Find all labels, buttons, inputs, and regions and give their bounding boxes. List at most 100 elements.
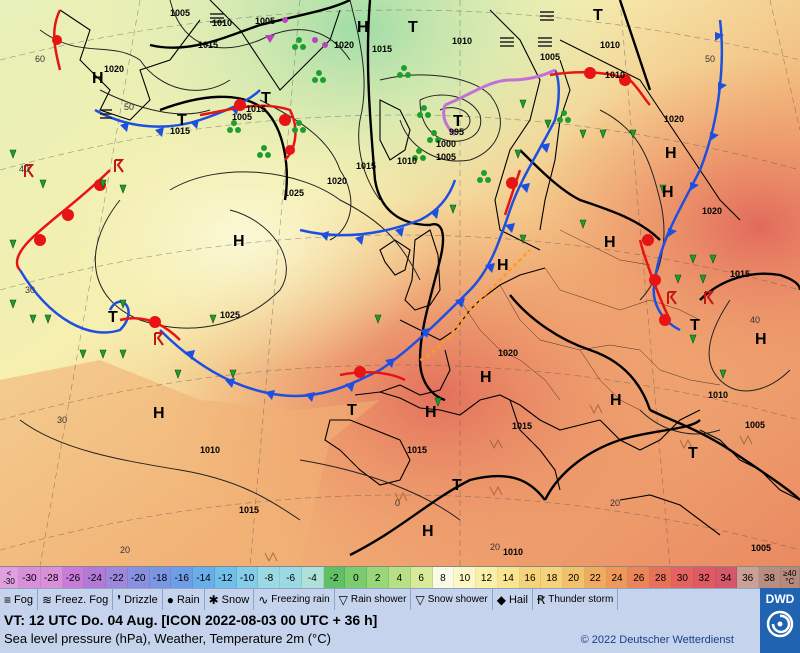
warm-fronts [15,9,672,382]
high-label: H [422,523,434,540]
scale-cell: -10 [236,567,259,589]
copyright: © 2022 Deutscher Wetterdienst [580,634,734,646]
svg-text:1025: 1025 [220,310,240,320]
scale-cell: -4 [301,567,324,589]
legend-item: ▽ Rain shower [335,589,412,611]
svg-text:1015: 1015 [356,161,376,171]
heat-thunder-symbols [264,403,753,563]
weather-legend: ≡ Fog ≋ Freez. Fog ❜ Drizzle ● Rain ✱ Snow ∿ Freezi… [0,588,760,611]
logo-text: DWD [765,592,795,606]
scale-cell: 0 [345,567,368,589]
svg-text:1010: 1010 [200,445,220,455]
svg-text:1025: 1025 [284,188,304,198]
svg-text:1005: 1005 [540,52,560,62]
hail-icon: ◆ [496,593,506,607]
svg-text:40: 40 [19,164,29,174]
scale-cell: 14 [497,567,520,589]
scale-cell: -18 [149,567,172,589]
svg-text:1000: 1000 [436,139,456,149]
svg-text:1020: 1020 [334,40,354,50]
svg-text:20: 20 [490,542,500,552]
low-label: T [408,19,418,36]
scale-cell: -2 [323,567,346,589]
legend-item: ✱ Snow [205,589,255,611]
freezing-fog-icon: ≋ [41,593,53,607]
country-borders [459,229,721,411]
legend-label: Freez. Fog [55,594,109,606]
svg-text:1015: 1015 [239,505,259,515]
high-label: H [92,70,104,87]
isobars-thin [19,0,791,521]
drizzle-icon: ❜ [117,593,122,607]
high-label: H [497,257,509,274]
low-centers: T T T T T T T T T T [108,7,700,494]
occluded-front [442,68,556,137]
scale-cell: -14 [193,567,215,589]
legend-label: Rain [176,594,200,606]
high-label: H [665,145,677,162]
low-label: T [690,317,700,334]
fog-symbols [100,11,554,119]
scale-cell: 26 [628,567,651,589]
svg-text:30: 30 [25,285,35,295]
legend-item: Ꞧ Thunder storm [533,589,619,611]
legend-item: ≋ Freez. Fog [38,589,114,611]
svg-text:20: 20 [610,498,620,508]
svg-text:1015: 1015 [246,104,266,114]
legend-item: ≡ Fog [0,589,38,611]
scale-cell: -26 [62,567,85,589]
weather-map: H H H H H H H H H H H H H T T T T T T T … [0,0,800,566]
scale-cell: 10 [454,567,477,589]
scale-cell: -16 [171,567,194,589]
scale-cell: -28 [40,567,63,589]
scale-cell: 38 [759,567,781,589]
svg-text:1010: 1010 [600,40,620,50]
svg-text:1010: 1010 [212,18,232,28]
svg-text:1015: 1015 [170,126,190,136]
high-label: H [357,19,369,36]
info-panel: VT: 12 UTC Do. 04 Aug. [ICON 2022-08-03 … [0,610,760,653]
high-label: H [425,404,437,421]
isobar-labels: 1005 1010 1005 1015 1020 1015 1010 1005 … [104,8,771,557]
thunderstorm-icon: Ꞧ [536,593,546,607]
graticule [0,0,800,566]
scale-cell: 16 [519,567,542,589]
coastlines [59,0,800,536]
scale-cell: 24 [606,567,629,589]
svg-text:1020: 1020 [327,176,347,186]
scale-cell: -8 [258,567,281,589]
cold-front-east [652,19,727,332]
svg-text:1010: 1010 [708,390,728,400]
legend-item: ❜ Drizzle [113,589,163,611]
scale-cell: -20 [127,567,150,589]
scale-cell: 36 [737,567,760,589]
svg-text:1010: 1010 [605,70,625,80]
high-label: H [662,184,674,201]
scale-cell: -12 [214,567,237,589]
scale-cell: 8 [432,567,455,589]
svg-text:0: 0 [395,498,400,508]
legend-item: ● Rain [163,589,205,611]
pressure-centers: H H H H H H H H H H H H H [92,19,767,540]
low-label: T [688,445,698,462]
legend-label: Thunder storm [548,594,614,605]
low-label: T [452,477,462,494]
snow-symbols [265,17,328,48]
trough-line [419,249,531,361]
rain-symbols [227,37,571,183]
legend-item: ◆ Hail [493,589,533,611]
svg-text:1015: 1015 [730,269,750,279]
map-description: Sea level pressure (hPa), Weather, Tempe… [4,631,331,646]
legend-label: Drizzle [124,594,158,606]
rain-shower-symbols [9,99,727,407]
scale-cell: 30 [671,567,694,589]
scale-cell: -24 [84,567,107,589]
legend-item: ▽ Snow shower [411,589,493,611]
low-label: T [261,90,271,107]
svg-text:1020: 1020 [498,348,518,358]
isobars-thick [149,0,800,557]
legend-label: Hail [508,594,528,606]
svg-text:1020: 1020 [104,64,124,74]
temperature-scale: < -30 -30 -28 -26 -24 -22 -20 -18 -16 -14 -12 -10 -8… [0,566,800,589]
scale-low-edge: < -30 [0,567,19,589]
